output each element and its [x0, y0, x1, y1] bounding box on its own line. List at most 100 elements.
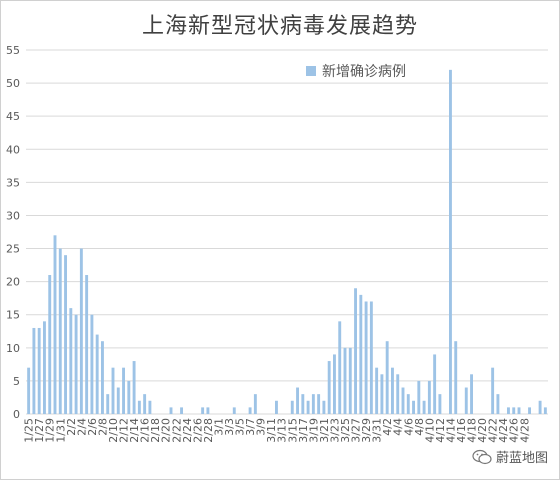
bar	[422, 400, 426, 414]
y-tick-label: 10	[6, 342, 20, 355]
x-tick-label: 2/28	[202, 418, 215, 443]
bar	[296, 387, 299, 414]
x-tick-label: 4/10	[423, 418, 436, 443]
x-tick-label: 4/4	[392, 418, 405, 436]
x-tick-label: 4/12	[434, 418, 447, 443]
x-tick-label: 2/20	[160, 418, 173, 443]
bar	[512, 407, 516, 414]
bar	[253, 394, 257, 414]
x-tick-label: 3/9	[255, 418, 268, 436]
x-tick-label: 4/2	[381, 418, 394, 436]
x-tick-label: 3/1	[212, 418, 225, 436]
y-tick-label: 55	[6, 44, 20, 57]
bar	[180, 407, 183, 414]
x-tick-label: 3/21	[318, 418, 331, 443]
bar	[311, 394, 315, 414]
bar	[127, 380, 131, 414]
x-tick-label: 2/22	[170, 418, 183, 443]
x-tick-label: 3/25	[339, 418, 352, 443]
y-tick-label: 20	[6, 276, 20, 289]
x-tick-label: 3/5	[234, 418, 247, 436]
bar	[491, 367, 495, 414]
x-tick-label: 2/12	[118, 418, 131, 443]
x-tick-label: 2/26	[191, 418, 204, 443]
y-tick-label: 50	[6, 77, 20, 90]
bar	[454, 341, 458, 414]
x-tick-label: 3/31	[371, 418, 384, 443]
bar	[64, 255, 67, 414]
bar	[169, 407, 173, 414]
x-tick-label: 3/23	[328, 418, 341, 443]
y-tick-label: 15	[6, 309, 20, 322]
x-tick-label: 2/10	[107, 418, 120, 443]
bar	[396, 374, 400, 414]
bar	[58, 248, 62, 414]
bar	[101, 341, 104, 414]
bar	[69, 308, 73, 414]
bar	[48, 275, 52, 414]
x-tick-label: 4/20	[476, 418, 489, 443]
x-tick-label: 2/2	[65, 418, 78, 436]
x-tick-label: 4/8	[413, 418, 426, 436]
wechat-icon	[472, 449, 492, 464]
bar	[27, 367, 31, 414]
x-tick-label: 1/27	[33, 418, 46, 443]
x-tick-label: 2/18	[149, 418, 162, 443]
bar	[369, 301, 373, 414]
bar	[333, 354, 336, 414]
x-tick-label: 3/29	[360, 418, 373, 443]
bar	[517, 407, 521, 414]
bar	[507, 407, 510, 414]
bar	[137, 400, 141, 414]
bar	[470, 374, 473, 414]
bar	[116, 387, 120, 414]
bar	[206, 407, 210, 414]
bar	[43, 321, 46, 414]
bar	[543, 407, 547, 414]
bar	[290, 400, 294, 414]
watermark: 蔚蓝地图	[472, 447, 548, 466]
bar	[306, 400, 310, 414]
x-tick-label: 4/16	[455, 418, 468, 443]
bar	[427, 380, 431, 414]
x-tick-label: 2/24	[181, 418, 194, 443]
bar	[438, 394, 442, 414]
bar	[385, 341, 389, 414]
x-tick-label: 4/14	[444, 418, 457, 443]
bar	[338, 321, 342, 414]
bar	[364, 301, 368, 414]
bar	[528, 407, 531, 414]
x-tick-label: 3/17	[297, 418, 310, 443]
bar	[53, 235, 57, 414]
bar	[391, 367, 394, 414]
x-tick-label: 3/15	[286, 418, 299, 443]
bar	[148, 400, 152, 414]
bar	[380, 374, 384, 414]
bar	[275, 400, 278, 414]
bar	[111, 367, 115, 414]
bar	[496, 394, 500, 414]
bar	[359, 294, 363, 414]
bar	[343, 347, 347, 414]
x-tick-label: 4/24	[497, 418, 510, 443]
bar	[201, 407, 205, 414]
y-tick-label: 0	[13, 408, 20, 421]
x-tick-label: 3/19	[307, 418, 320, 443]
x-tick-label: 4/6	[402, 418, 415, 436]
bar	[433, 354, 437, 414]
bar	[248, 407, 252, 414]
x-tick-label: 3/11	[265, 418, 278, 443]
x-tick-label: 2/16	[139, 418, 152, 443]
bar	[85, 275, 89, 414]
bar	[406, 394, 410, 414]
bar	[375, 367, 379, 414]
bar	[74, 314, 78, 414]
bar	[401, 387, 405, 414]
bar	[317, 394, 321, 414]
bar	[322, 400, 326, 414]
x-tick-label: 4/22	[487, 418, 500, 443]
y-tick-label: 5	[13, 375, 20, 388]
x-tick-label: 4/18	[466, 418, 479, 443]
x-tick-label: 2/8	[96, 418, 109, 436]
